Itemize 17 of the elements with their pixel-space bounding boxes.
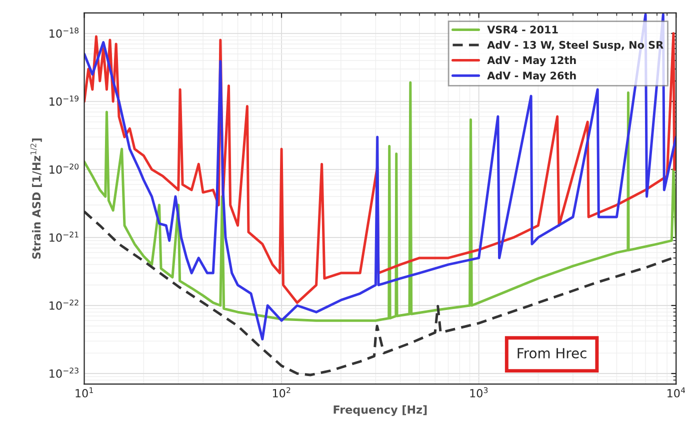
legend-label: VSR4 - 2011 xyxy=(487,26,558,34)
legend-label: AdV - May 26th xyxy=(487,71,576,82)
x-axis-title: Frequency [Hz] xyxy=(334,405,427,416)
x-tick-label: 10$^{4}$ xyxy=(668,387,685,398)
annotation: From Hrec xyxy=(518,348,586,358)
y-axis-title: Strain ASD [1/Hz$^{1/2}$] xyxy=(30,138,42,259)
x-tick-label: 10$^{3}$ xyxy=(470,387,488,398)
y-tick-label: 10$^{−21}$ xyxy=(50,232,78,242)
legend-label: AdV - 13 W, Steel Susp, No SR xyxy=(487,40,664,51)
y-tick-label: 10$^{−22}$ xyxy=(50,300,78,310)
y-tick-label: 10$^{−18}$ xyxy=(50,28,79,38)
y-tick-label: 10$^{−19}$ xyxy=(50,96,79,106)
x-tick-label: 10$^{1}$ xyxy=(76,387,93,398)
x-tick-label: 10$^{2}$ xyxy=(272,387,290,398)
y-tick-label: 10$^{−20}$ xyxy=(50,164,79,174)
y-tick-label: 10$^{−23}$ xyxy=(50,368,78,378)
legend-label: AdV - May 12th xyxy=(487,56,576,66)
